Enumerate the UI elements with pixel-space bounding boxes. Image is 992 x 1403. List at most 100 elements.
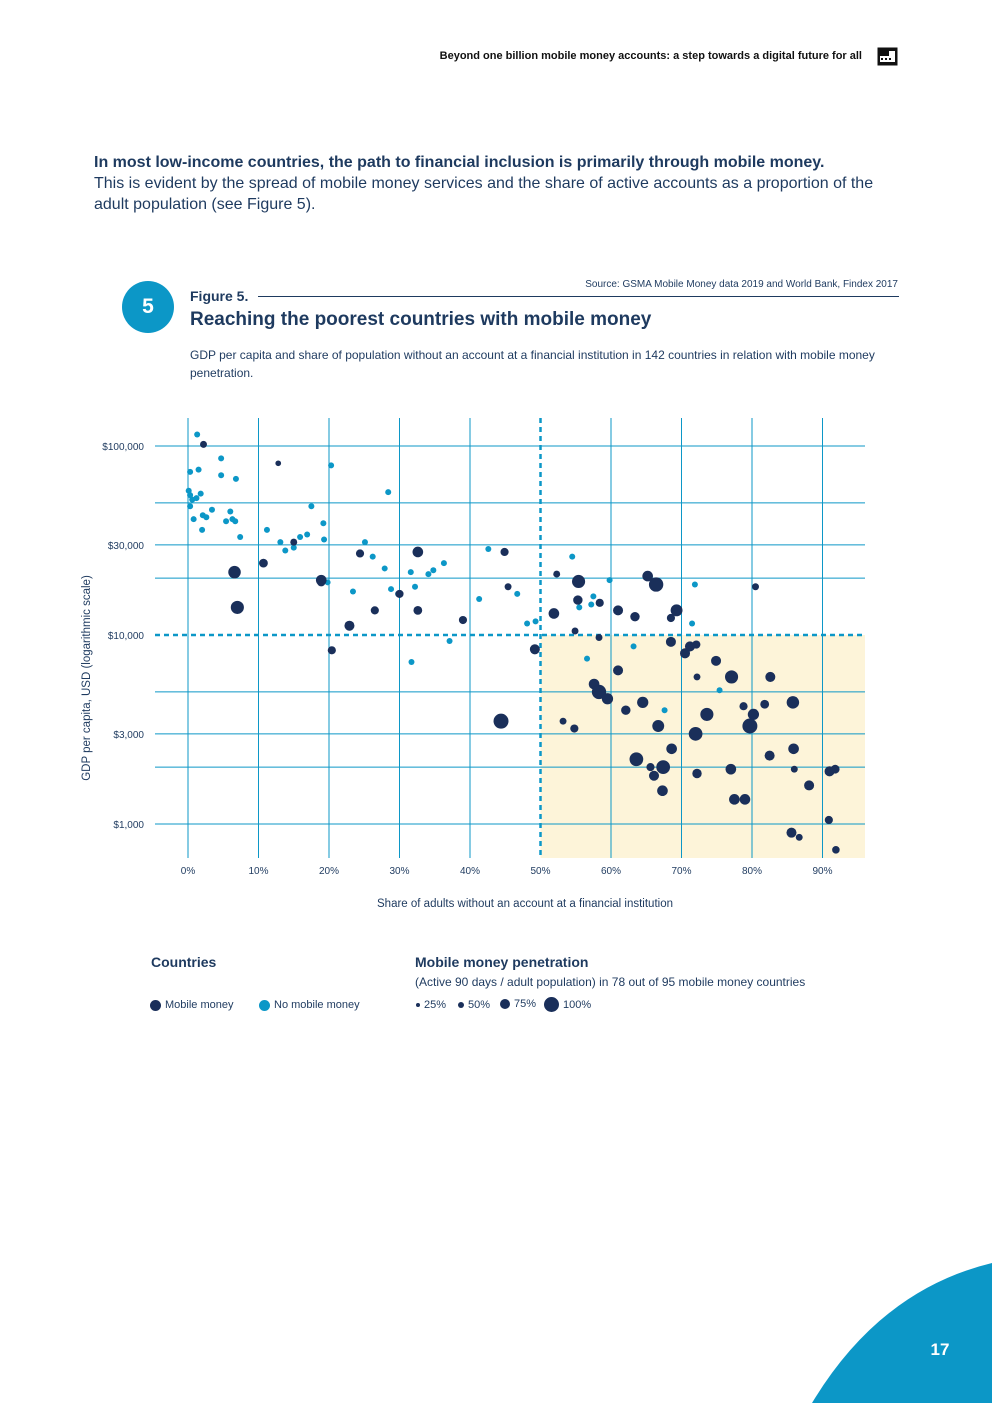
point-mobile-money <box>832 846 840 854</box>
point-no-mobile-money <box>190 516 197 523</box>
point-mobile-money <box>412 546 424 558</box>
point-no-mobile-money <box>263 526 270 533</box>
point-mobile-money <box>591 684 607 700</box>
point-mobile-money <box>648 577 664 592</box>
point-mobile-money <box>621 705 631 715</box>
y-tick-label: $30,000 <box>108 541 145 552</box>
point-mobile-money <box>747 708 760 721</box>
legend-size-dot-25 <box>416 1003 420 1007</box>
point-mobile-money <box>711 655 722 666</box>
point-mobile-money <box>648 770 660 781</box>
legend-size-50: 50% <box>458 999 490 1011</box>
point-mobile-money <box>595 598 604 607</box>
point-no-mobile-money <box>514 590 521 597</box>
point-mobile-money <box>629 752 644 767</box>
point-no-mobile-money <box>590 593 597 600</box>
point-mobile-money <box>529 644 540 655</box>
highlight-region <box>540 635 865 858</box>
point-mobile-money <box>700 707 714 721</box>
point-no-mobile-money <box>282 547 289 554</box>
point-mobile-money <box>666 613 676 623</box>
point-no-mobile-money <box>412 583 419 590</box>
point-mobile-money <box>572 574 586 589</box>
point-no-mobile-money <box>328 462 335 469</box>
y-tick-label: $3,000 <box>113 730 144 741</box>
point-no-mobile-money <box>223 518 230 525</box>
legend-size-dot-100 <box>544 997 559 1012</box>
point-mobile-money <box>788 743 799 755</box>
legend-swatch-no-mobile-money <box>259 999 270 1011</box>
point-no-mobile-money <box>361 539 368 546</box>
point-no-mobile-money <box>440 560 447 567</box>
figure-source: Source: GSMA Mobile Money data 2019 and … <box>585 279 898 290</box>
legend-size-label-50: 50% <box>468 999 491 1011</box>
point-mobile-money <box>652 720 665 732</box>
x-tick-label: 80% <box>742 866 762 877</box>
legend-size-label-100: 100% <box>563 998 592 1011</box>
point-mobile-money <box>688 726 703 741</box>
point-mobile-money <box>504 583 512 591</box>
point-no-mobile-money <box>661 707 668 714</box>
point-no-mobile-money <box>425 571 432 578</box>
point-mobile-money <box>666 743 677 755</box>
point-mobile-money <box>804 780 815 791</box>
point-mobile-money <box>646 763 655 772</box>
point-no-mobile-money <box>208 506 215 513</box>
point-no-mobile-money <box>446 637 453 644</box>
point-no-mobile-money <box>189 496 196 503</box>
figure-rule <box>258 296 899 297</box>
point-no-mobile-money <box>320 520 327 527</box>
point-mobile-money <box>613 605 624 616</box>
x-axis-title: Share of adults without an account at a … <box>377 898 673 910</box>
point-no-mobile-money <box>199 526 206 533</box>
point-no-mobile-money <box>218 472 225 479</box>
lead-bold: In most low-income countries, the path t… <box>94 154 825 171</box>
lead-paragraph: In most low-income countries, the path t… <box>94 152 894 215</box>
point-mobile-money <box>692 640 701 649</box>
point-mobile-money <box>657 785 668 797</box>
point-no-mobile-money <box>630 643 637 650</box>
point-no-mobile-money <box>232 518 239 525</box>
legend-label-mobile-money: Mobile money <box>165 999 234 1011</box>
point-mobile-money <box>656 760 671 774</box>
legend-item-no-mobile-money: No mobile money <box>259 999 360 1011</box>
legend-size-label-75: 75% <box>514 998 537 1010</box>
point-mobile-money <box>275 460 282 467</box>
point-no-mobile-money <box>195 466 202 473</box>
figure-number-badge: 5 <box>122 281 174 333</box>
point-no-mobile-money <box>194 431 201 438</box>
point-no-mobile-money <box>187 468 194 475</box>
point-mobile-money <box>665 636 676 647</box>
point-mobile-money <box>637 696 649 709</box>
x-tick-label: 90% <box>812 866 832 877</box>
point-no-mobile-money <box>203 514 210 521</box>
x-tick-label: 0% <box>181 866 196 877</box>
x-tick-label: 50% <box>530 866 550 877</box>
point-mobile-money <box>230 600 244 614</box>
point-mobile-money <box>355 549 365 558</box>
point-no-mobile-money <box>407 569 414 576</box>
point-mobile-money <box>729 794 740 805</box>
y-tick-label: $100,000 <box>102 442 144 453</box>
point-mobile-money <box>573 595 583 605</box>
legend-size-dot-50 <box>458 1002 464 1008</box>
point-no-mobile-money <box>218 455 225 462</box>
legend-penetration-note: (Active 90 days / adult population) in 7… <box>415 975 806 989</box>
book-icon <box>877 47 898 66</box>
legend-size-75: 75% <box>500 998 536 1010</box>
point-no-mobile-money <box>430 567 437 574</box>
legend-size-label-25: 25% <box>424 999 447 1011</box>
figure-title: Reaching the poorest countries with mobi… <box>190 309 652 330</box>
point-no-mobile-money <box>532 618 539 625</box>
point-no-mobile-money <box>297 534 304 541</box>
point-no-mobile-money <box>584 655 591 662</box>
figure-subtitle: GDP per capita and share of population w… <box>190 348 875 380</box>
point-no-mobile-money <box>588 601 595 608</box>
point-mobile-money <box>824 815 833 825</box>
point-mobile-money <box>200 440 207 448</box>
point-mobile-money <box>613 665 624 676</box>
point-no-mobile-money <box>187 503 194 510</box>
point-mobile-money <box>790 765 798 773</box>
y-tick-label: $10,000 <box>108 631 145 642</box>
